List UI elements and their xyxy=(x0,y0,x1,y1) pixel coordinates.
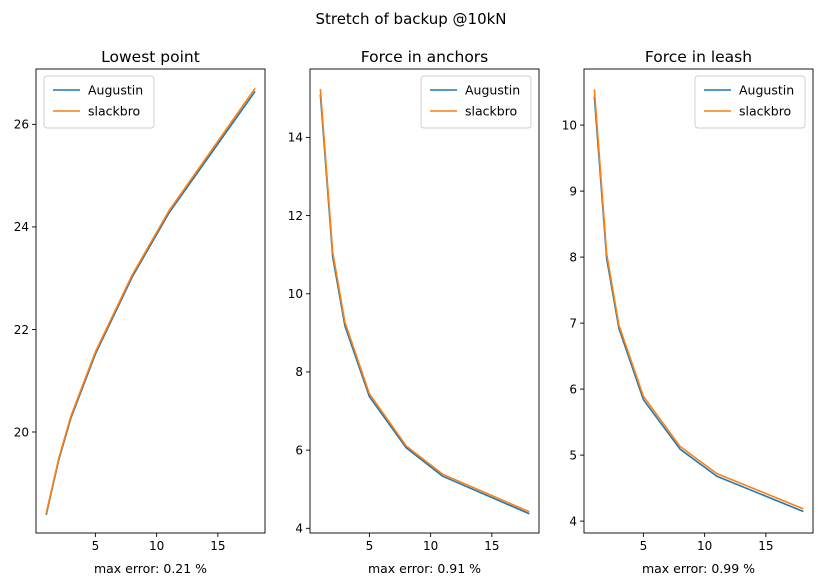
chart-title: Lowest point xyxy=(101,48,200,66)
figure-suptitle: Stretch of backup @10kN xyxy=(315,10,506,28)
legend: Augustin slackbro xyxy=(694,75,806,129)
series-line-slackbro xyxy=(593,89,804,510)
x-tick-label: 10 xyxy=(423,539,438,553)
y-tick-label: 6 xyxy=(569,382,577,396)
y-tick-label: 8 xyxy=(569,250,577,264)
x-axis-label: max error: 0.99 % xyxy=(642,561,755,576)
chart-panel-3: Force in leash 5 10 15 4 5 6 7 8 9 10 max error: 0.… xyxy=(562,48,814,576)
x-tick-label: 15 xyxy=(210,539,225,553)
y-tick-label: 12 xyxy=(288,209,303,223)
legend-entry: slackbro xyxy=(88,103,140,118)
x-tick-label: 10 xyxy=(697,539,712,553)
chart-panel-1: Lowest point 5 10 15 20 22 24 26 max error: 0.21… xyxy=(14,48,266,576)
chart-title: Force in anchors xyxy=(361,48,489,66)
legend-entry: Augustin xyxy=(465,82,520,97)
x-axis-label: max error: 0.91 % xyxy=(368,561,481,576)
x-tick-label: 10 xyxy=(149,539,164,553)
legend-box xyxy=(420,75,532,129)
y-tick-label: 14 xyxy=(288,131,303,145)
axes-frame xyxy=(35,68,266,534)
y-tick-label: 9 xyxy=(569,184,577,198)
legend-box xyxy=(43,75,155,129)
y-tick-label: 10 xyxy=(288,287,303,301)
y-tick-label: 4 xyxy=(569,514,577,528)
x-tick-label: 5 xyxy=(640,539,648,553)
legend-box xyxy=(694,75,806,129)
x-tick-label: 5 xyxy=(92,539,100,553)
legend-entry: slackbro xyxy=(739,103,791,118)
y-tick-label: 6 xyxy=(295,443,303,457)
y-tick-label: 7 xyxy=(569,316,577,330)
legend: Augustin slackbro xyxy=(420,75,532,129)
legend-entry: Augustin xyxy=(739,82,794,97)
y-tick-label: 24 xyxy=(14,220,29,234)
y-tick-label: 26 xyxy=(14,118,29,132)
legend-entry: slackbro xyxy=(465,103,517,118)
y-tick-label: 22 xyxy=(14,323,29,337)
legend: Augustin slackbro xyxy=(43,75,155,129)
series-line-slackbro xyxy=(45,87,256,514)
chart-panel-2: Force in anchors 5 10 15 4 6 8 10 12 14 max error:… xyxy=(288,48,540,576)
x-tick-label: 5 xyxy=(366,539,374,553)
y-tick-label: 4 xyxy=(295,522,303,536)
x-axis-label: max error: 0.21 % xyxy=(94,561,207,576)
series-line-augustin xyxy=(319,94,530,515)
y-tick-label: 8 xyxy=(295,365,303,379)
axes-frame xyxy=(309,68,540,534)
y-tick-label: 20 xyxy=(14,425,29,439)
y-tick-label: 5 xyxy=(569,448,577,462)
chart-title: Force in leash xyxy=(645,48,752,66)
legend-entry: Augustin xyxy=(88,82,143,97)
x-tick-label: 15 xyxy=(484,539,499,553)
series-line-slackbro xyxy=(319,88,530,513)
panels: Lowest point 5 10 15 20 22 24 26 max error: 0.21… xyxy=(14,48,814,576)
y-tick-label: 10 xyxy=(562,118,577,132)
x-tick-label: 15 xyxy=(758,539,773,553)
axes-frame xyxy=(583,68,814,534)
